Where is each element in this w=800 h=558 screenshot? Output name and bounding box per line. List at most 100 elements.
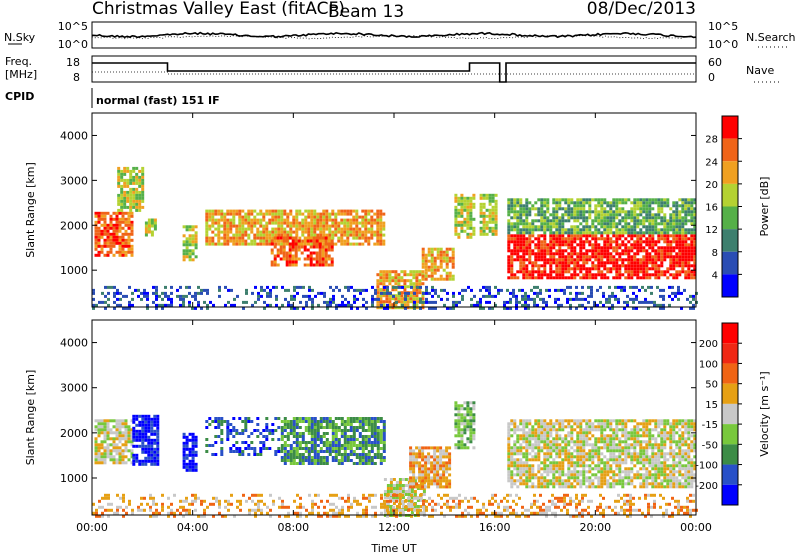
power-cell <box>466 233 469 236</box>
power-cell <box>355 237 358 240</box>
power-cell <box>310 222 313 225</box>
velocity-cell <box>119 455 122 458</box>
velocity-cell <box>150 451 153 454</box>
power-cell <box>636 237 639 240</box>
power-cell <box>290 298 293 301</box>
velocity-cell <box>374 438 377 441</box>
power-cell <box>214 210 217 213</box>
power-cell <box>627 210 630 213</box>
velocity-cell <box>138 439 141 442</box>
power-cell <box>537 270 540 273</box>
power-cell <box>657 273 660 276</box>
velocity-cell <box>259 447 262 450</box>
velocity-cell <box>247 420 250 423</box>
power-colorbar-tick-label: 8 <box>712 248 718 259</box>
velocity-cell <box>132 433 135 436</box>
power-cell <box>151 231 154 234</box>
power-cell <box>211 222 214 225</box>
power-cell <box>107 298 110 301</box>
velocity-cell <box>132 460 135 463</box>
power-cell <box>558 219 561 222</box>
power-cell <box>328 243 331 246</box>
velocity-cell <box>238 453 241 456</box>
power-colorbar-tick-label: 4 <box>712 270 718 281</box>
velocity-cell <box>537 425 540 428</box>
power-cell <box>561 255 564 258</box>
velocity-cell <box>284 429 287 432</box>
power-cell <box>561 249 564 252</box>
power-cell <box>648 240 651 243</box>
velocity-cell <box>125 461 128 464</box>
velocity-cell <box>95 425 98 428</box>
power-cell <box>223 216 226 219</box>
power-cell <box>603 255 606 258</box>
velocity-cell <box>383 420 386 423</box>
power-cell <box>403 279 406 282</box>
power-cell <box>519 258 522 261</box>
power-cell <box>690 243 693 246</box>
velocity-cell <box>421 446 424 449</box>
power-cell <box>328 264 331 267</box>
power-cell <box>406 285 409 288</box>
power-cell <box>340 210 343 213</box>
power-cell <box>633 198 636 201</box>
velocity-cell <box>525 461 528 464</box>
power-cell <box>483 215 486 218</box>
velocity-cell <box>299 459 302 462</box>
power-cell <box>325 240 328 243</box>
date-label: 08/Dec/2013 <box>587 0 696 19</box>
power-cell <box>513 210 516 213</box>
velocity-cell <box>281 435 284 438</box>
power-cell <box>107 212 110 215</box>
power-ylabel: Slant Range [km] <box>24 162 37 258</box>
power-cell <box>141 188 144 191</box>
power-cell <box>284 289 287 292</box>
power-cell <box>672 204 675 207</box>
power-cell <box>266 286 269 289</box>
velocity-cell <box>150 439 153 442</box>
velocity-cell <box>525 422 528 425</box>
power-cell <box>186 228 189 231</box>
power-cell <box>220 225 223 228</box>
power-cell <box>603 276 606 279</box>
power-cell <box>531 276 534 279</box>
power-cell <box>600 276 603 279</box>
velocity-cell <box>144 445 147 448</box>
power-cell <box>415 276 418 279</box>
velocity-cell <box>433 467 436 470</box>
velocity-cell <box>534 473 537 476</box>
power-cell <box>675 246 678 249</box>
velocity-cell <box>214 420 217 423</box>
power-cell <box>557 298 560 301</box>
velocity-cell <box>433 476 436 479</box>
power-cell <box>283 231 286 234</box>
power-cell <box>507 243 510 246</box>
velocity-cell <box>299 426 302 429</box>
power-cell <box>594 252 597 255</box>
power-cell <box>409 273 412 276</box>
power-cell <box>331 249 334 252</box>
power-cell <box>292 261 295 264</box>
power-cell <box>256 228 259 231</box>
power-cell <box>328 246 331 249</box>
power-cell <box>388 273 391 276</box>
power-cell <box>440 254 443 257</box>
power-cell <box>104 286 107 289</box>
velocity-cell <box>150 433 153 436</box>
power-cell <box>310 246 313 249</box>
velocity-cell <box>135 418 138 421</box>
power-cell <box>466 215 469 218</box>
velocity-cell <box>95 446 98 449</box>
power-cell <box>513 243 516 246</box>
power-cell <box>684 252 687 255</box>
power-cell <box>410 286 413 289</box>
velocity-cell <box>113 455 116 458</box>
power-cell <box>675 255 678 258</box>
power-cell <box>621 210 624 213</box>
power-cell <box>651 264 654 267</box>
power-cell <box>208 225 211 228</box>
velocity-cell <box>128 428 131 431</box>
velocity-cell <box>235 432 238 435</box>
power-cell <box>588 231 591 234</box>
power-cell <box>684 234 687 237</box>
